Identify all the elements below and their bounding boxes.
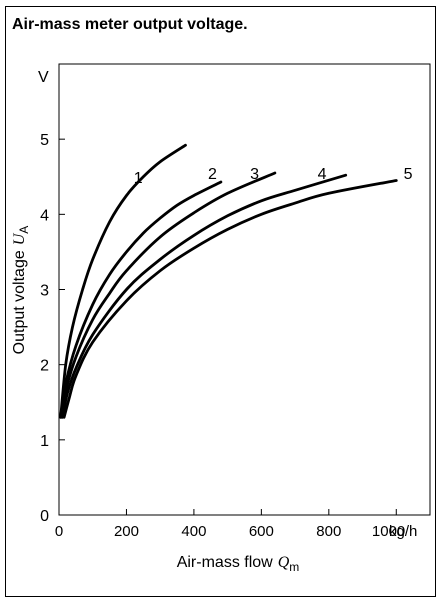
y-axis-label: Output voltage UA [11,226,31,355]
series-group [59,143,398,419]
x-axis-label-text: Air-mass flow [177,554,273,571]
curve-label: 3 [250,166,259,183]
series-line-2 [59,180,223,419]
plot-area-border [58,63,431,516]
y-tick-label: 1 [40,433,49,450]
x-tick-label: 0 [55,523,63,540]
series-line-4 [61,173,348,419]
series-line-5 [62,179,398,419]
curve-label: 2 [208,166,217,183]
y-tick-label: 4 [40,207,49,224]
y-axis-label-text: Output voltage [11,250,28,354]
x-axis-label-sub: m [289,560,299,574]
series-line-3 [60,171,277,419]
chart-title: Air-mass meter output voltage. [12,16,248,33]
x-axis-label: Air-mass flow Qm [177,554,300,574]
y-tick-label: 0 [40,508,49,525]
x-axis-ticks: 0 200 400 600 800 1000 [55,509,405,540]
curve-label: 5 [404,166,413,183]
y-tick-label: 5 [40,132,49,149]
x-tick-label: 200 [114,523,139,540]
x-axis-label-symbol: Q [278,554,290,571]
series-line-1 [59,143,187,419]
curve-labels-group: 1 2 3 4 5 [134,166,413,187]
y-axis-ticks: 0 1 2 3 4 5 [40,132,65,525]
x-tick-label: 1000 [372,523,405,540]
x-tick-label: 600 [249,523,274,540]
curve-label: 1 [134,170,143,187]
x-axis-unit: kg/h [389,523,417,540]
y-tick-label: 2 [40,358,49,375]
curve-label: 4 [318,166,327,183]
y-tick-label: 3 [40,283,49,300]
x-tick-label: 800 [316,523,341,540]
y-axis-unit: V [38,69,49,86]
chart-frame [5,6,436,597]
y-axis-label-symbol: U [11,232,28,245]
x-tick-label: 400 [181,523,206,540]
y-axis-label-sub: A [17,226,31,234]
